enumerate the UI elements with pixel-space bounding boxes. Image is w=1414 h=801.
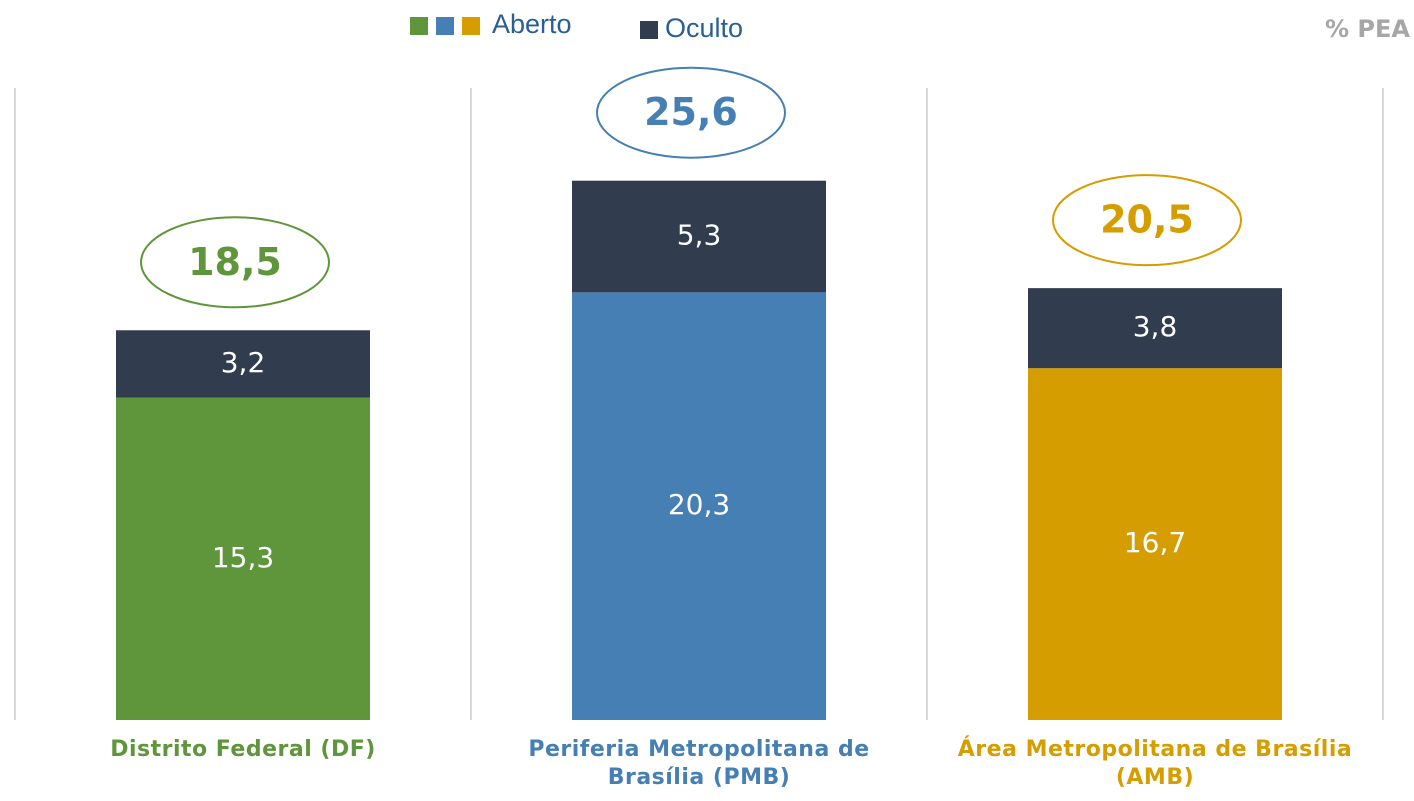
- legend-swatch: [436, 17, 454, 35]
- category-label: Periferia Metropolitana de Brasília (PMB…: [528, 737, 870, 790]
- legend-label: Aberto: [492, 9, 572, 39]
- bar-segment: [1028, 368, 1282, 720]
- legend-swatch: [462, 17, 480, 35]
- category-label: Distrito Federal (DF): [110, 737, 376, 762]
- bar-segment: [572, 292, 826, 720]
- bar-segment: [116, 330, 370, 398]
- value-label: 3,2: [221, 346, 266, 379]
- value-label: 15,3: [212, 541, 274, 574]
- bar-segment: [1028, 288, 1282, 369]
- total-ellipse: [140, 216, 330, 309]
- value-label: 20,3: [668, 488, 730, 521]
- unit-label: % PEA: [1325, 15, 1410, 43]
- legend-label: Oculto: [665, 13, 743, 43]
- value-label: 16,7: [1124, 526, 1186, 559]
- total-ellipse: [596, 66, 786, 159]
- bar-segment: [116, 397, 370, 720]
- total-label: 25,6: [644, 90, 738, 134]
- category-label: Área Metropolitana de Brasília (AMB): [957, 737, 1353, 790]
- bar-segment: [572, 180, 826, 293]
- legend-swatch: [640, 21, 658, 39]
- total-ellipse: [1052, 174, 1242, 267]
- total-label: 18,5: [188, 240, 282, 284]
- total-label: 20,5: [1100, 198, 1194, 242]
- legend-swatch: [410, 17, 428, 35]
- value-label: 3,8: [1133, 310, 1178, 343]
- value-label: 5,3: [677, 219, 722, 252]
